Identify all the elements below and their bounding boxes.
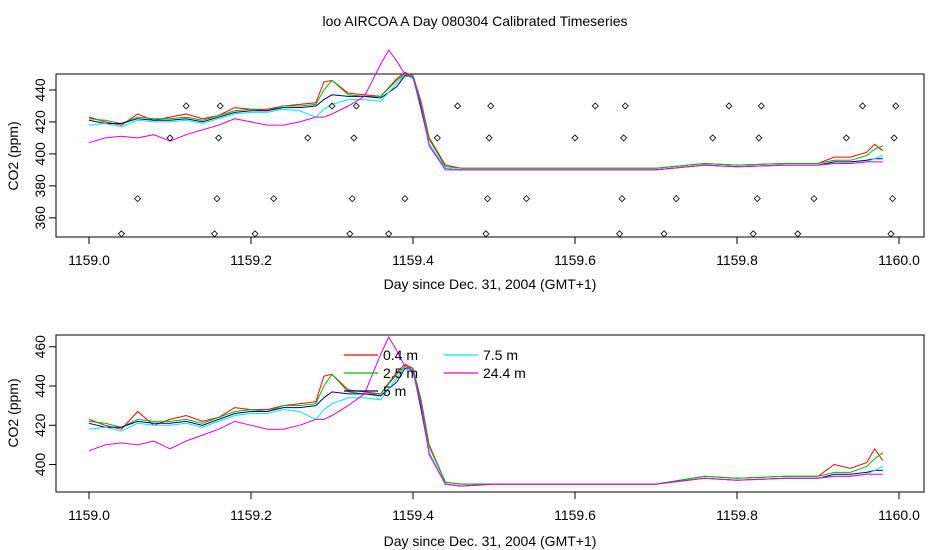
x-ticks: 1159.0 1159.2 1159.4 1159.6 1159.8 1160.0 <box>68 237 920 268</box>
legend-item-5m: 5 m <box>344 383 406 399</box>
data-point-marker <box>618 195 626 203</box>
data-point-marker <box>888 195 897 203</box>
data-point-marker <box>709 134 717 142</box>
data-point-marker <box>571 134 579 142</box>
x-tick-label: 1159.0 <box>68 507 110 523</box>
y-tick-label: 440 <box>32 374 48 398</box>
legend-label: 0.4 m <box>383 347 418 363</box>
x-tick-label: 1159.2 <box>230 252 272 268</box>
legend-item-7-5m: 7.5 m <box>444 347 518 363</box>
panel-bottom-series <box>88 335 884 487</box>
legend-item-2-5m: 2.5 m <box>344 365 418 381</box>
data-point-marker <box>890 134 898 142</box>
data-point-marker <box>483 195 492 203</box>
data-point-marker <box>350 134 358 142</box>
data-point-marker <box>858 102 867 110</box>
data-point-marker <box>621 102 629 110</box>
legend-label: 5 m <box>383 383 406 399</box>
x-tick-label: 1159.4 <box>392 252 434 268</box>
figure-title: loo AIRCOA A Day 080304 Calibrated Times… <box>322 13 627 29</box>
panel-top-x-label: Day since Dec. 31, 2004 (GMT+1) <box>384 276 597 292</box>
legend-item-0-4m: 0.4 m <box>344 347 418 363</box>
panel-top-y-label: CO2 (ppm) <box>5 121 21 190</box>
x-tick-label: 1159.6 <box>554 507 596 523</box>
panel-bottom-y-label: CO2 (ppm) <box>5 378 21 447</box>
y-tick-label: 420 <box>32 110 48 134</box>
data-point-marker <box>842 134 850 142</box>
x-ticks: 1159.0 1159.2 1159.4 1159.6 1159.8 1160.0 <box>68 492 920 523</box>
data-point-marker <box>352 102 360 110</box>
legend-label: 24.4 m <box>483 365 526 381</box>
panel-bottom: 1159.0 1159.2 1159.4 1159.6 1159.8 1160.0 400… <box>5 334 925 549</box>
data-point-marker <box>620 134 628 142</box>
data-point-marker <box>213 195 221 203</box>
data-point-marker <box>304 134 312 142</box>
data-point-marker <box>522 195 530 203</box>
data-point-marker <box>487 102 495 110</box>
data-point-marker <box>348 195 356 203</box>
legend-label: 2.5 m <box>383 365 418 381</box>
y-tick-label: 400 <box>32 142 48 166</box>
y-tick-label: 360 <box>32 206 48 230</box>
x-tick-label: 1160.0 <box>878 507 920 523</box>
y-ticks: 360 380 400 420 440 <box>32 78 56 230</box>
x-tick-label: 1159.0 <box>68 252 110 268</box>
panel-top: 1159.0 1159.2 1159.4 1159.6 1159.8 1160.0 360… <box>5 49 925 292</box>
panel-bottom-x-label: Day since Dec. 31, 2004 (GMT+1) <box>384 533 597 549</box>
series-line-2-5-m <box>88 365 884 485</box>
data-point-marker <box>401 195 409 203</box>
y-tick-label: 400 <box>32 453 48 477</box>
data-point-marker <box>216 102 224 110</box>
y-tick-label: 420 <box>32 413 48 437</box>
data-point-marker <box>134 195 142 203</box>
data-point-marker <box>270 195 278 203</box>
data-point-marker <box>453 102 462 110</box>
data-point-marker <box>328 102 336 110</box>
panel-top-x-axis: 1159.0 1159.2 1159.4 1159.6 1159.8 1160.0 <box>68 236 920 268</box>
data-point-marker <box>215 134 223 142</box>
data-point-marker <box>753 195 761 203</box>
y-ticks: 400 420 440 460 <box>32 335 56 476</box>
panel-top-series <box>88 49 884 171</box>
data-point-marker <box>433 134 441 142</box>
data-point-marker <box>485 134 493 142</box>
x-tick-label: 1159.8 <box>716 507 758 523</box>
y-tick-label: 440 <box>32 78 48 102</box>
x-tick-label: 1159.8 <box>716 252 758 268</box>
data-point-marker <box>182 102 190 110</box>
data-point-marker <box>755 134 763 142</box>
data-point-marker <box>892 102 900 110</box>
data-point-marker <box>672 195 680 203</box>
series-line-24-4-m <box>88 335 883 487</box>
panel-bottom-y-axis: 400 420 440 460 <box>32 335 57 476</box>
y-tick-label: 380 <box>32 174 48 198</box>
y-tick-label: 460 <box>32 335 48 359</box>
data-point-marker <box>810 195 818 203</box>
data-point-marker <box>166 134 174 142</box>
legend-item-24-4m: 24.4 m <box>444 365 526 381</box>
data-point-marker <box>591 102 599 110</box>
x-tick-label: 1159.2 <box>230 507 272 523</box>
data-point-marker <box>725 102 733 110</box>
data-point-marker <box>757 102 765 110</box>
series-line-2-5-m <box>88 73 883 169</box>
legend-label: 7.5 m <box>483 347 518 363</box>
x-tick-label: 1159.6 <box>554 252 596 268</box>
legend: 0.4 m 2.5 m 5 m 7.5 m 24.4 m <box>344 347 526 399</box>
x-tick-label: 1160.0 <box>878 252 920 268</box>
x-tick-label: 1159.4 <box>392 507 434 523</box>
panel-bottom-x-axis: 1159.0 1159.2 1159.4 1159.6 1159.8 1160.0 <box>68 491 920 523</box>
series-line-24-4-m <box>88 49 883 171</box>
panel-top-y-axis: 360 380 400 420 440 <box>32 78 57 230</box>
